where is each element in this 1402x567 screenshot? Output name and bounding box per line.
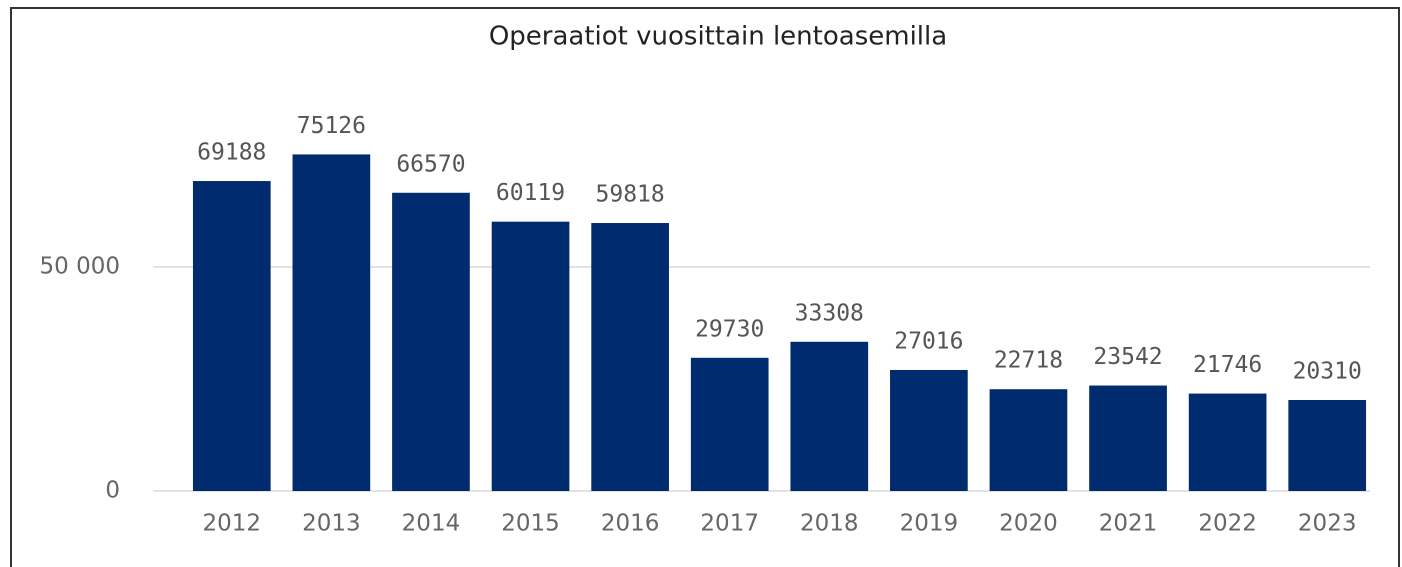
data-label: 21746 <box>1193 352 1262 378</box>
bar <box>1188 393 1267 491</box>
x-tick-label: 2012 <box>203 511 262 537</box>
x-tick-label: 2015 <box>501 511 560 537</box>
bar <box>890 369 968 491</box>
data-label: 69188 <box>197 140 266 166</box>
x-tick-label: 2022 <box>1198 511 1257 537</box>
x-tick-label: 2020 <box>999 511 1058 537</box>
data-label: 22718 <box>994 348 1063 374</box>
y-tick-label: 0 <box>105 478 120 504</box>
x-tick-label: 2019 <box>900 511 959 537</box>
bar <box>989 389 1068 491</box>
data-label: 66570 <box>396 151 465 177</box>
bar <box>790 341 869 491</box>
bar <box>292 154 371 491</box>
bar <box>1288 400 1367 491</box>
x-tick-label: 2023 <box>1298 511 1357 537</box>
data-label: 33308 <box>795 300 864 326</box>
y-tick-label: 50 000 <box>40 254 120 280</box>
chart-title: Operaatiot vuosittain lentoasemilla <box>489 22 947 52</box>
x-tick-label: 2021 <box>1099 511 1158 537</box>
bar <box>491 221 570 492</box>
bar <box>192 181 271 491</box>
data-label: 75126 <box>297 113 366 139</box>
data-label: 29730 <box>695 316 764 342</box>
data-label: 59818 <box>596 182 665 208</box>
data-label: 60119 <box>496 180 565 206</box>
data-label: 23542 <box>1093 344 1162 370</box>
bar <box>392 192 470 491</box>
x-tick-label: 2018 <box>800 511 859 537</box>
bar <box>1089 385 1167 491</box>
frame <box>10 7 1400 567</box>
x-tick-label: 2013 <box>302 511 361 537</box>
x-tick-label: 2016 <box>601 511 660 537</box>
bar <box>690 357 769 491</box>
data-label: 27016 <box>894 328 963 354</box>
data-label: 20310 <box>1293 359 1362 385</box>
x-tick-label: 2017 <box>700 511 759 537</box>
x-tick-label: 2014 <box>402 511 461 537</box>
bar <box>591 223 669 491</box>
